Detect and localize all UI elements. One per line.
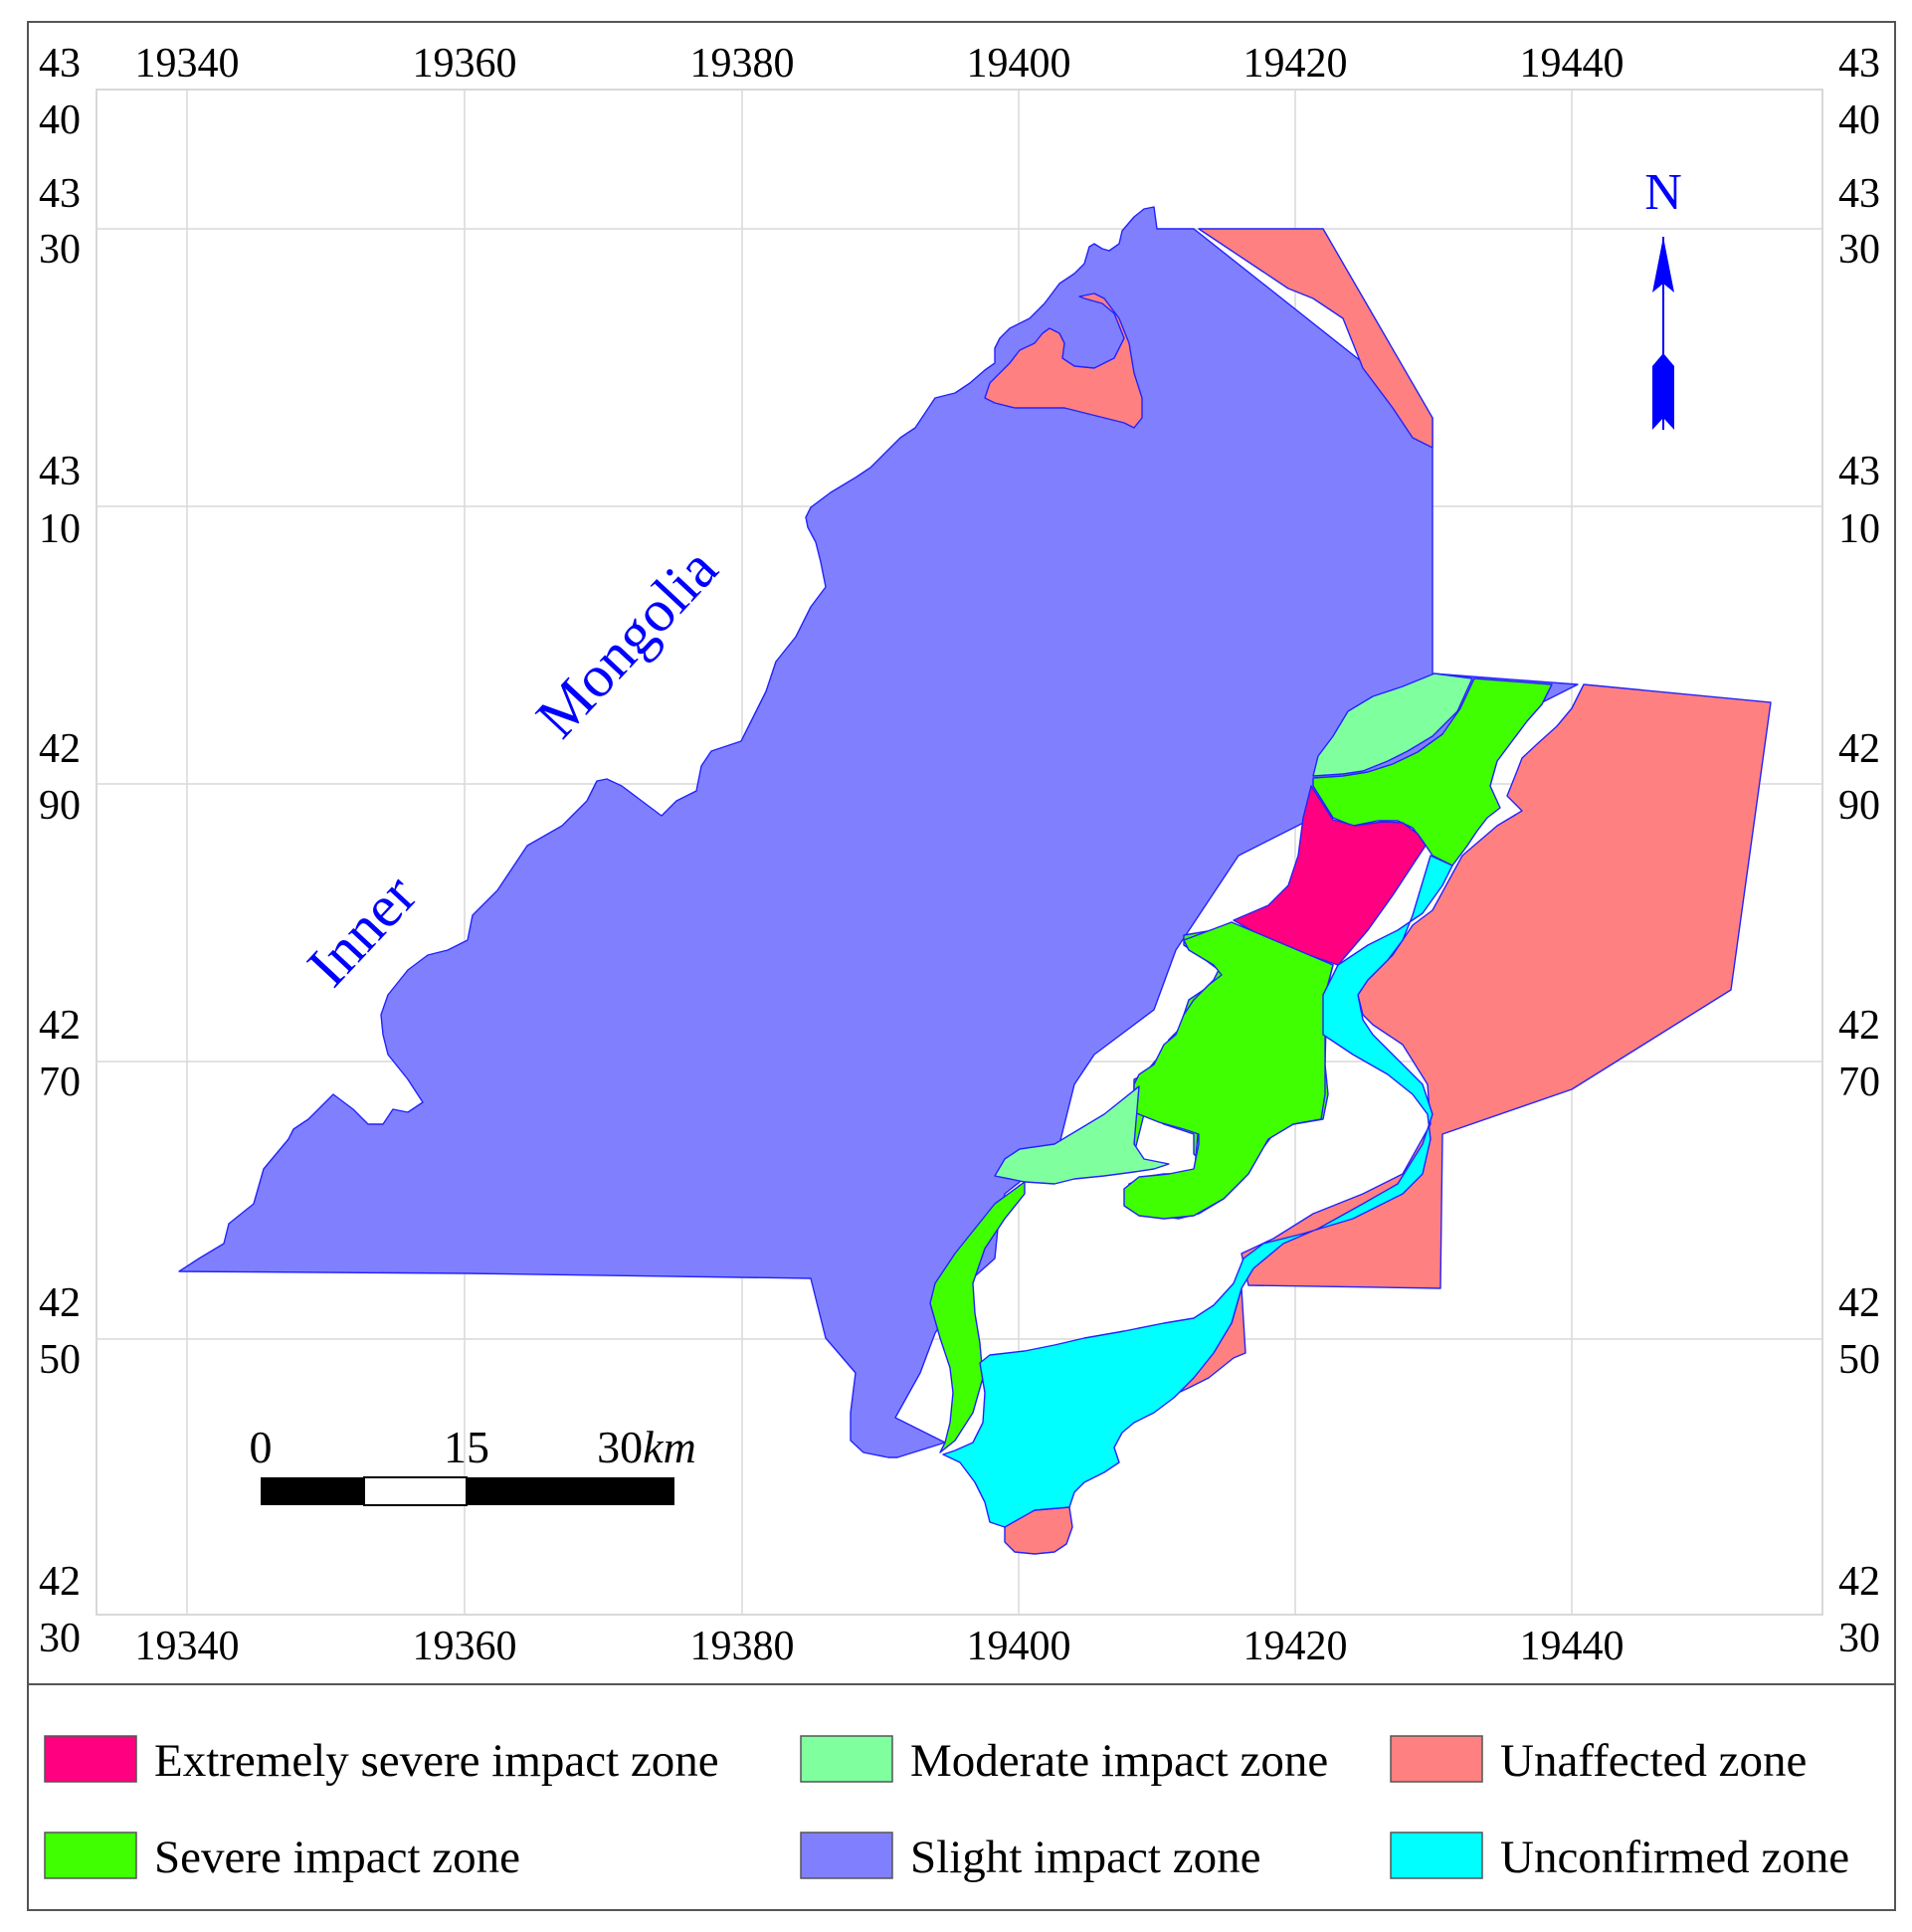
extremely-severe-impact-zone [1233,785,1427,966]
x-tick-bottom: 19360 [413,1624,517,1669]
legend-swatch-slight [800,1832,893,1879]
y-tick-right-upper: 43 [1838,41,1880,87]
x-tick-bottom: 19440 [1520,1624,1625,1669]
y-tick-left-upper: 42 [39,1559,81,1605]
scale-label-30: 30km [597,1422,696,1472]
y-tick-left-upper: 43 [39,41,81,87]
y-tick-right-upper: 42 [1838,1280,1880,1326]
x-tick-top: 19400 [967,41,1071,87]
x-tick-top: 19420 [1243,41,1348,87]
y-tick-right-upper: 42 [1838,726,1880,772]
x-tick-top: 19440 [1520,41,1625,87]
scale-label-0: 0 [250,1422,273,1472]
legend-label-unaffected: Unaffected zone [1500,1735,1807,1787]
y-tick-left-lower: 30 [39,1616,81,1661]
y-tick-left-upper: 43 [39,171,81,217]
x-tick-bottom: 19420 [1243,1624,1348,1669]
legend-swatch-moderate [800,1735,893,1783]
legend-label-severe: Severe impact zone [154,1832,520,1883]
y-tick-right-lower: 10 [1838,506,1880,552]
scale-segment-2 [363,1476,468,1506]
x-tick-top: 19340 [135,41,240,87]
y-tick-right-lower: 90 [1838,783,1880,829]
legend-swatch-severe [44,1832,137,1879]
y-tick-right-upper: 43 [1838,171,1880,217]
legend-label-moderate: Moderate impact zone [910,1735,1328,1787]
y-tick-labels-left: 43 40 43 30 43 10 42 90 42 70 42 50 42 3… [39,41,81,1661]
y-tick-right-lower: 50 [1838,1337,1880,1383]
x-tick-top: 19360 [413,41,517,87]
unaffected-zone-north-bay [984,292,1143,429]
legend-swatch-unaffected [1390,1735,1483,1783]
moderate-impact-zone-southwest [994,1085,1170,1185]
north-label: N [1644,164,1682,221]
scale-segment-3 [467,1477,674,1505]
y-tick-left-lower: 70 [39,1060,81,1105]
y-tick-right-lower: 30 [1838,1616,1880,1661]
x-tick-top: 19380 [690,41,795,87]
legend: Extremely severe impact zone Moderate im… [44,1735,1849,1883]
y-tick-left-lower: 10 [39,506,81,552]
unaffected-zone-northeast [1198,228,1434,449]
y-tick-left-lower: 90 [39,783,81,829]
y-tick-right-lower: 40 [1838,97,1880,143]
y-tick-right-upper: 43 [1838,449,1880,494]
unaffected-zone-east [1241,683,1772,1289]
y-tick-right-upper: 42 [1838,1003,1880,1049]
severe-impact-zone-southwest [929,1181,1026,1453]
y-tick-right-lower: 70 [1838,1060,1880,1105]
y-tick-left-upper: 42 [39,726,81,772]
y-tick-left-lower: 50 [39,1337,81,1383]
north-arrow-tail-icon [1652,353,1674,430]
y-tick-right-lower: 30 [1838,227,1880,273]
legend-swatch-unconfirmed [1390,1832,1483,1879]
scale-label-15: 15 [444,1422,489,1472]
legend-label-unconfirmed: Unconfirmed zone [1500,1832,1849,1883]
north-arrow-head-icon [1652,237,1674,292]
scale-segment-1 [261,1477,364,1505]
x-tick-labels-bottom: 19340 19360 19380 19400 19420 19440 [135,1624,1625,1669]
zones [178,206,1772,1555]
y-tick-labels-right: 43 40 43 30 43 10 42 90 42 70 42 50 42 3… [1838,41,1880,1661]
x-tick-bottom: 19380 [690,1624,795,1669]
north-arrow: N [1644,164,1682,430]
scale-bar: 0 15 30km [250,1422,696,1506]
map-frame [27,21,1896,1911]
y-tick-left-upper: 42 [39,1280,81,1326]
x-tick-bottom: 19400 [967,1624,1071,1669]
legend-label-extremely-severe: Extremely severe impact zone [154,1735,719,1787]
y-tick-left-lower: 40 [39,97,81,143]
y-tick-left-upper: 43 [39,449,81,494]
legend-swatch-extremely-severe [44,1735,137,1783]
unconfirmed-zone [942,855,1453,1528]
legend-label-slight: Slight impact zone [910,1832,1260,1883]
map-area [96,89,1823,1616]
slight-impact-zone [178,206,1579,1458]
severe-impact-zone-main [1123,921,1334,1220]
place-label-mongolia: Mongolia [523,535,729,750]
y-tick-left-upper: 42 [39,1003,81,1049]
moderate-impact-zone-north [1312,673,1473,777]
x-tick-labels-top: 19340 19360 19380 19400 19420 19440 [135,41,1625,87]
y-tick-left-lower: 30 [39,227,81,273]
x-tick-bottom: 19340 [135,1624,240,1669]
y-tick-right-upper: 42 [1838,1559,1880,1605]
